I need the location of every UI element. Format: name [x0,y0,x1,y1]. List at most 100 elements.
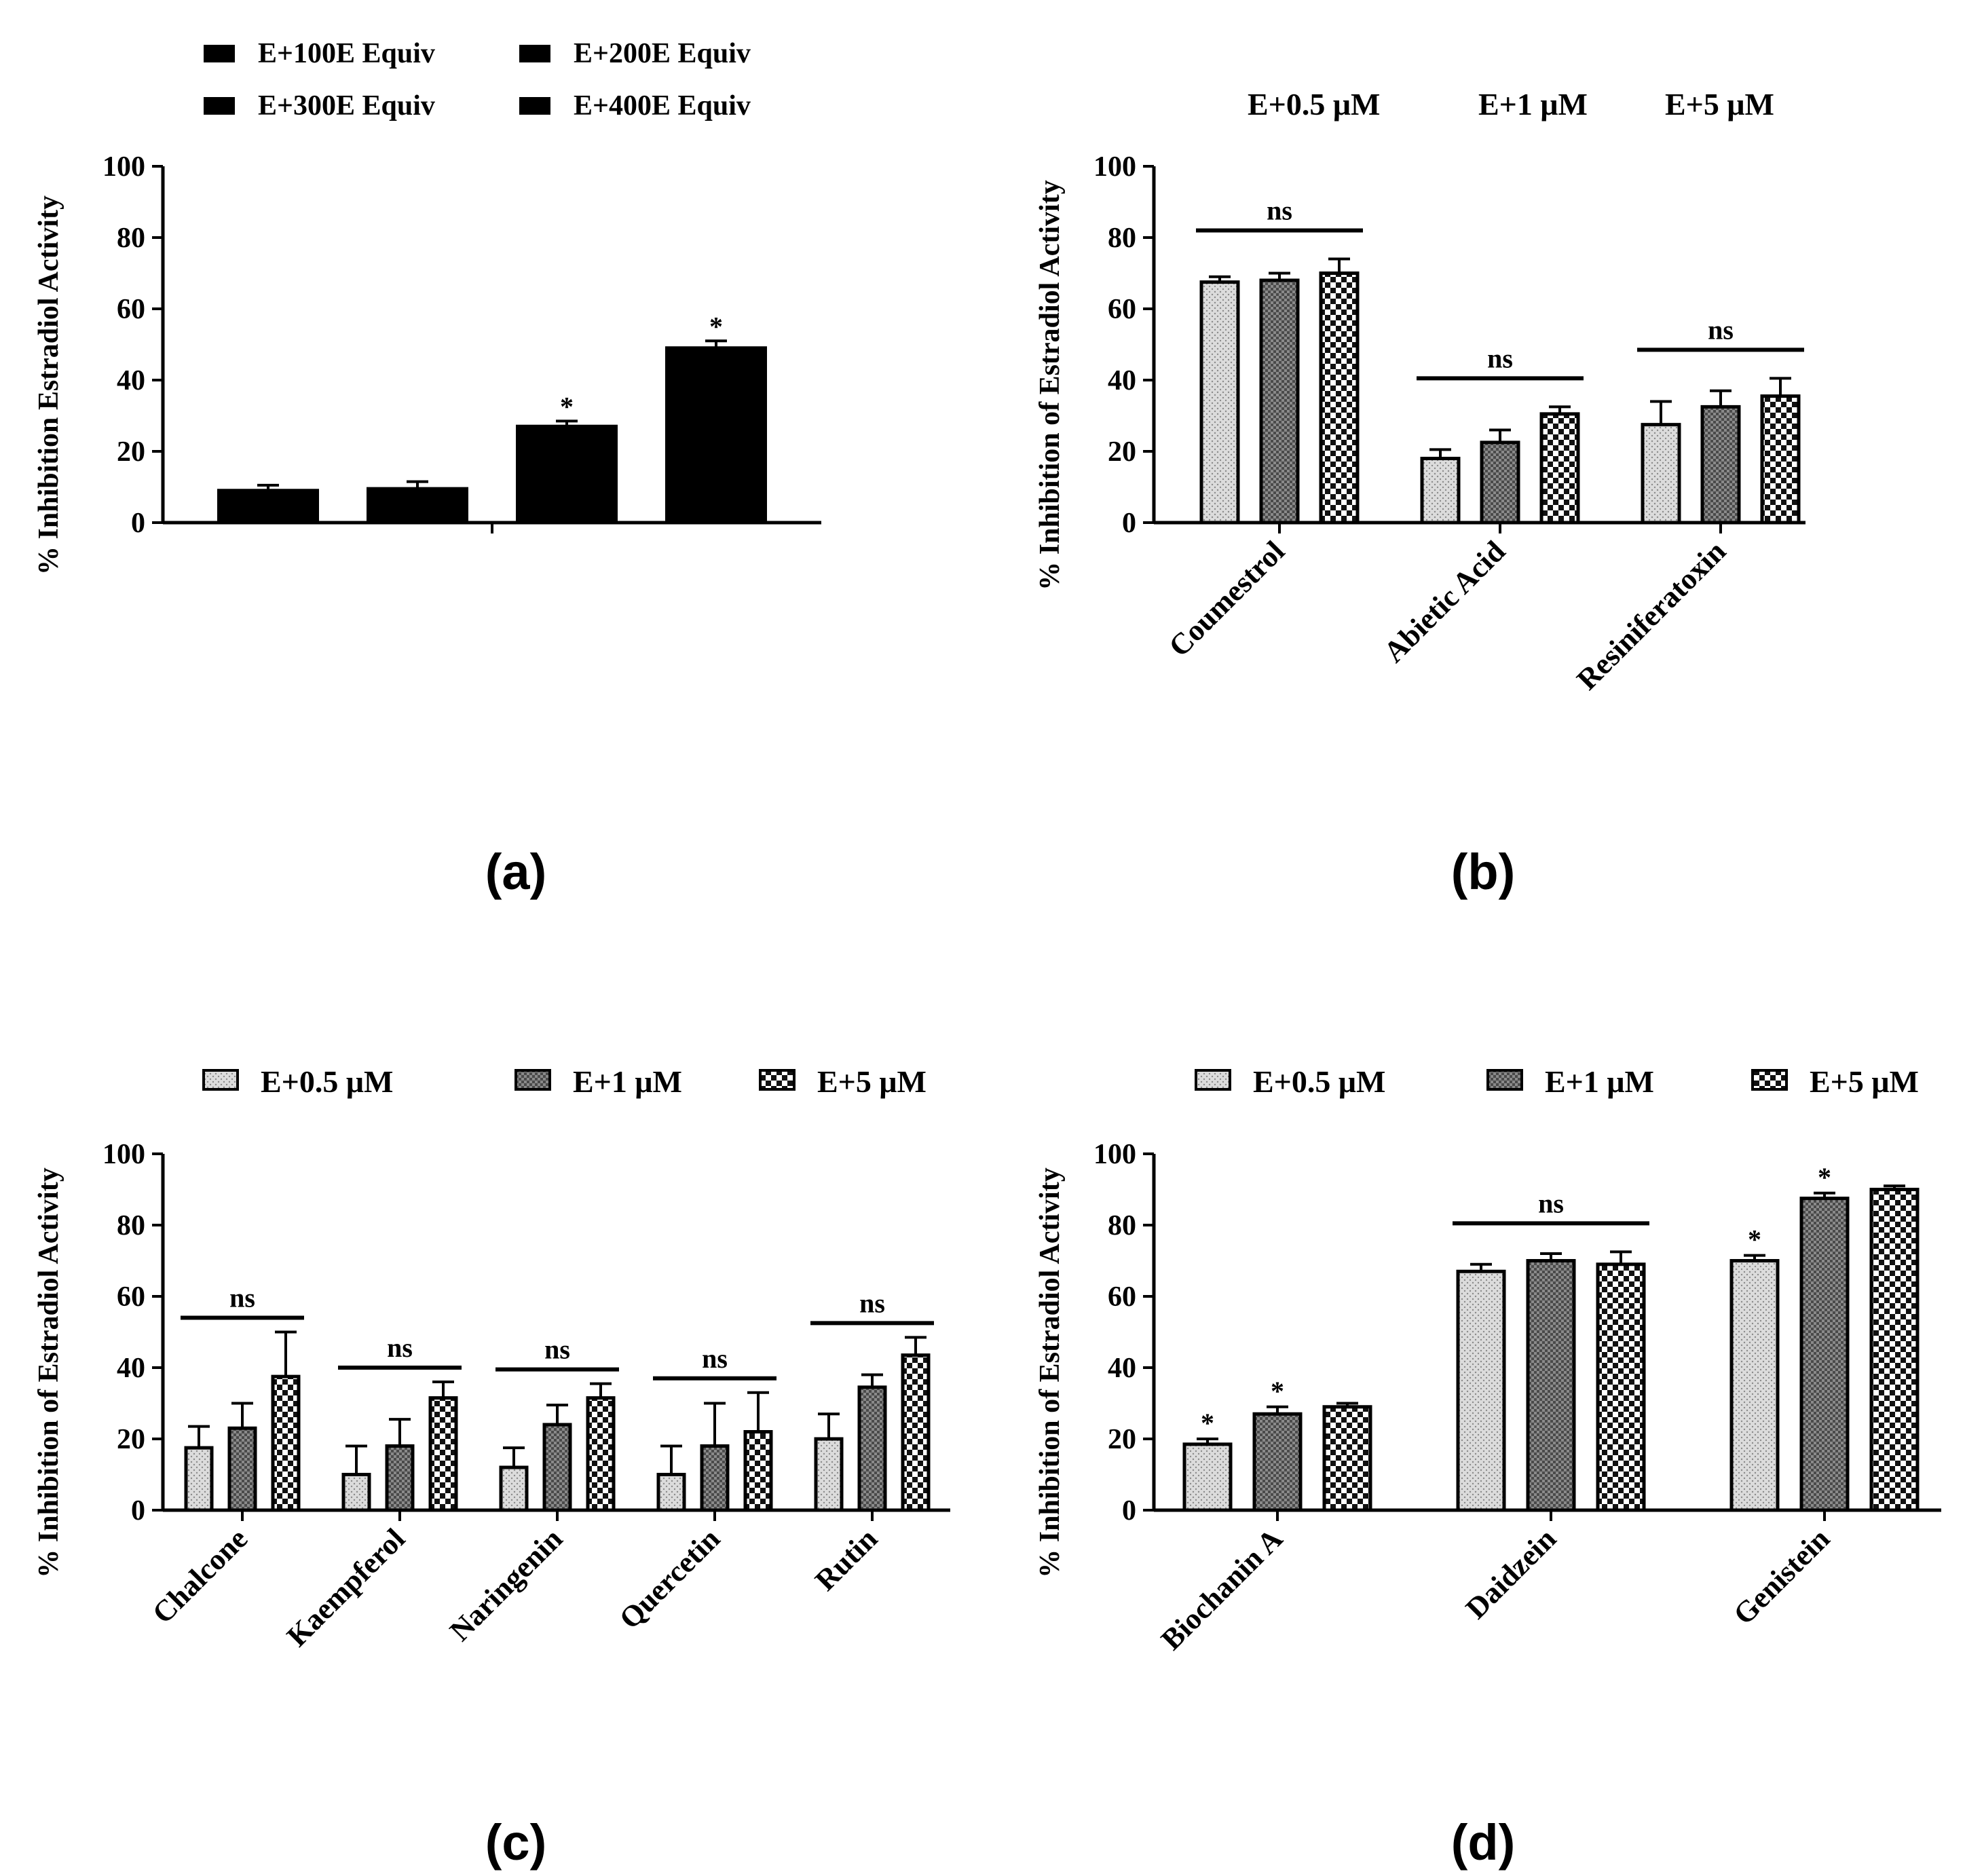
legend-label: E+5 μM [817,1064,927,1099]
y-tick-label: 100 [102,1139,145,1170]
category-label: Rutin [808,1522,884,1597]
bar [1700,405,1741,525]
bar [184,1446,214,1512]
y-axis-label: % Inhibition Estradiol Activity [33,195,64,575]
y-tick-label: 100 [102,151,145,183]
bar [217,489,319,525]
bar [1252,1412,1303,1512]
y-tick-label: 20 [117,436,145,468]
bar [1596,1262,1646,1512]
bar [1526,1259,1576,1512]
significance-star: * [560,391,574,421]
legend-label: E+0.5 μM [1253,1064,1385,1099]
category-label: Abietic Acid [1377,534,1512,669]
legend-label: E+1 μM [573,1064,682,1099]
bar [367,487,468,525]
significance-label: ns [229,1283,255,1313]
y-axis-label: % Inhibition of Estradiol Activity [1034,180,1066,590]
bar [499,1465,529,1512]
y-tick-label: 40 [1108,1353,1136,1384]
bar [1760,394,1801,525]
legend-swatch [204,45,235,62]
category-label: Coumestrol [1162,534,1291,663]
category-label: Kaempferol [280,1522,411,1653]
bar [1539,412,1580,525]
y-axis-label: % Inhibition of Estradiol Activity [1034,1167,1066,1577]
bar [901,1353,931,1512]
bar [516,424,618,525]
bar [1199,280,1240,525]
category-label: Chalcone [146,1522,254,1630]
legend-swatch [519,97,550,115]
y-axis-label: % Inhibition of Estradiol Activity [33,1167,64,1577]
panel-b-chart: 0 20 40 60 80 100 % Inhibition of Estradiol Ac… [1034,87,1805,900]
y-tick-label: 100 [1093,1139,1136,1170]
y-tick-label: 40 [117,1353,145,1384]
panel-label: (c) [485,1814,546,1871]
panel-label: (b) [1451,844,1516,900]
y-tick-label: 20 [117,1424,145,1455]
significance-star: * [1748,1224,1761,1255]
y-tick-label: 100 [1093,151,1136,183]
significance-star: * [1201,1408,1214,1438]
category-label: Genistein [1727,1522,1836,1631]
y-tick-label: 40 [117,365,145,396]
legend-label: E+5 μM [1810,1064,1919,1099]
bar [743,1430,773,1512]
panel-d-chart: 0 20 40 60 80 100 % Inhibition of Estradiol Ac… [1034,1064,1941,1871]
bar [385,1444,415,1512]
category-label: Biochanin A [1155,1522,1289,1656]
bar [1456,1269,1506,1512]
legend-label: E+0.5 μM [1248,87,1380,121]
y-tick-label: 60 [1108,1281,1136,1313]
category-label: Naringenin [443,1522,569,1647]
legend-label: E+400E Equiv [574,90,751,121]
bar [656,1473,686,1512]
panel-a-chart: 0 20 40 60 80 100 % Inhibition Estradiol Activ… [33,38,821,900]
bar [542,1423,572,1512]
panel-label: (a) [485,844,546,900]
legend-swatch [519,45,550,62]
legend-swatch [1195,1069,1231,1091]
bar [586,1396,616,1512]
bar [814,1437,844,1512]
bar [1480,440,1520,525]
bar [700,1444,730,1512]
bar [341,1473,371,1512]
bar [1322,1405,1372,1512]
bar [271,1374,301,1512]
significance-label: ns [859,1288,885,1318]
y-tick-label: 80 [1108,223,1136,254]
y-tick-label: 0 [131,508,145,539]
y-tick-label: 80 [1108,1210,1136,1241]
y-tick-label: 20 [1108,436,1136,468]
significance-label: ns [1267,195,1292,226]
y-tick-label: 0 [1122,1495,1136,1526]
bar [1182,1442,1233,1512]
bar [1420,457,1461,525]
category-label: Daidzein [1459,1522,1562,1625]
significance-label: ns [702,1343,728,1374]
bar [665,346,767,525]
y-tick-label: 80 [117,223,145,254]
significance-star: * [709,311,723,341]
legend-swatch [202,1069,239,1091]
y-tick-label: 60 [1108,294,1136,325]
bar [428,1396,458,1512]
significance-label: ns [544,1334,570,1365]
category-label: Resiniferatoxin [1570,534,1732,696]
bar [227,1426,257,1512]
bar [1799,1197,1850,1512]
significance-star: * [1271,1376,1284,1406]
significance-label: ns [1538,1188,1564,1218]
legend-swatch [759,1069,796,1091]
y-tick-label: 60 [117,294,145,325]
panel-label: (d) [1451,1814,1516,1871]
significance-label: ns [1708,314,1734,345]
significance-label: ns [387,1332,413,1363]
significance-label: ns [1487,343,1513,373]
category-label: Quercetin [613,1522,726,1635]
y-tick-label: 60 [117,1281,145,1313]
legend-swatch [1751,1069,1788,1091]
